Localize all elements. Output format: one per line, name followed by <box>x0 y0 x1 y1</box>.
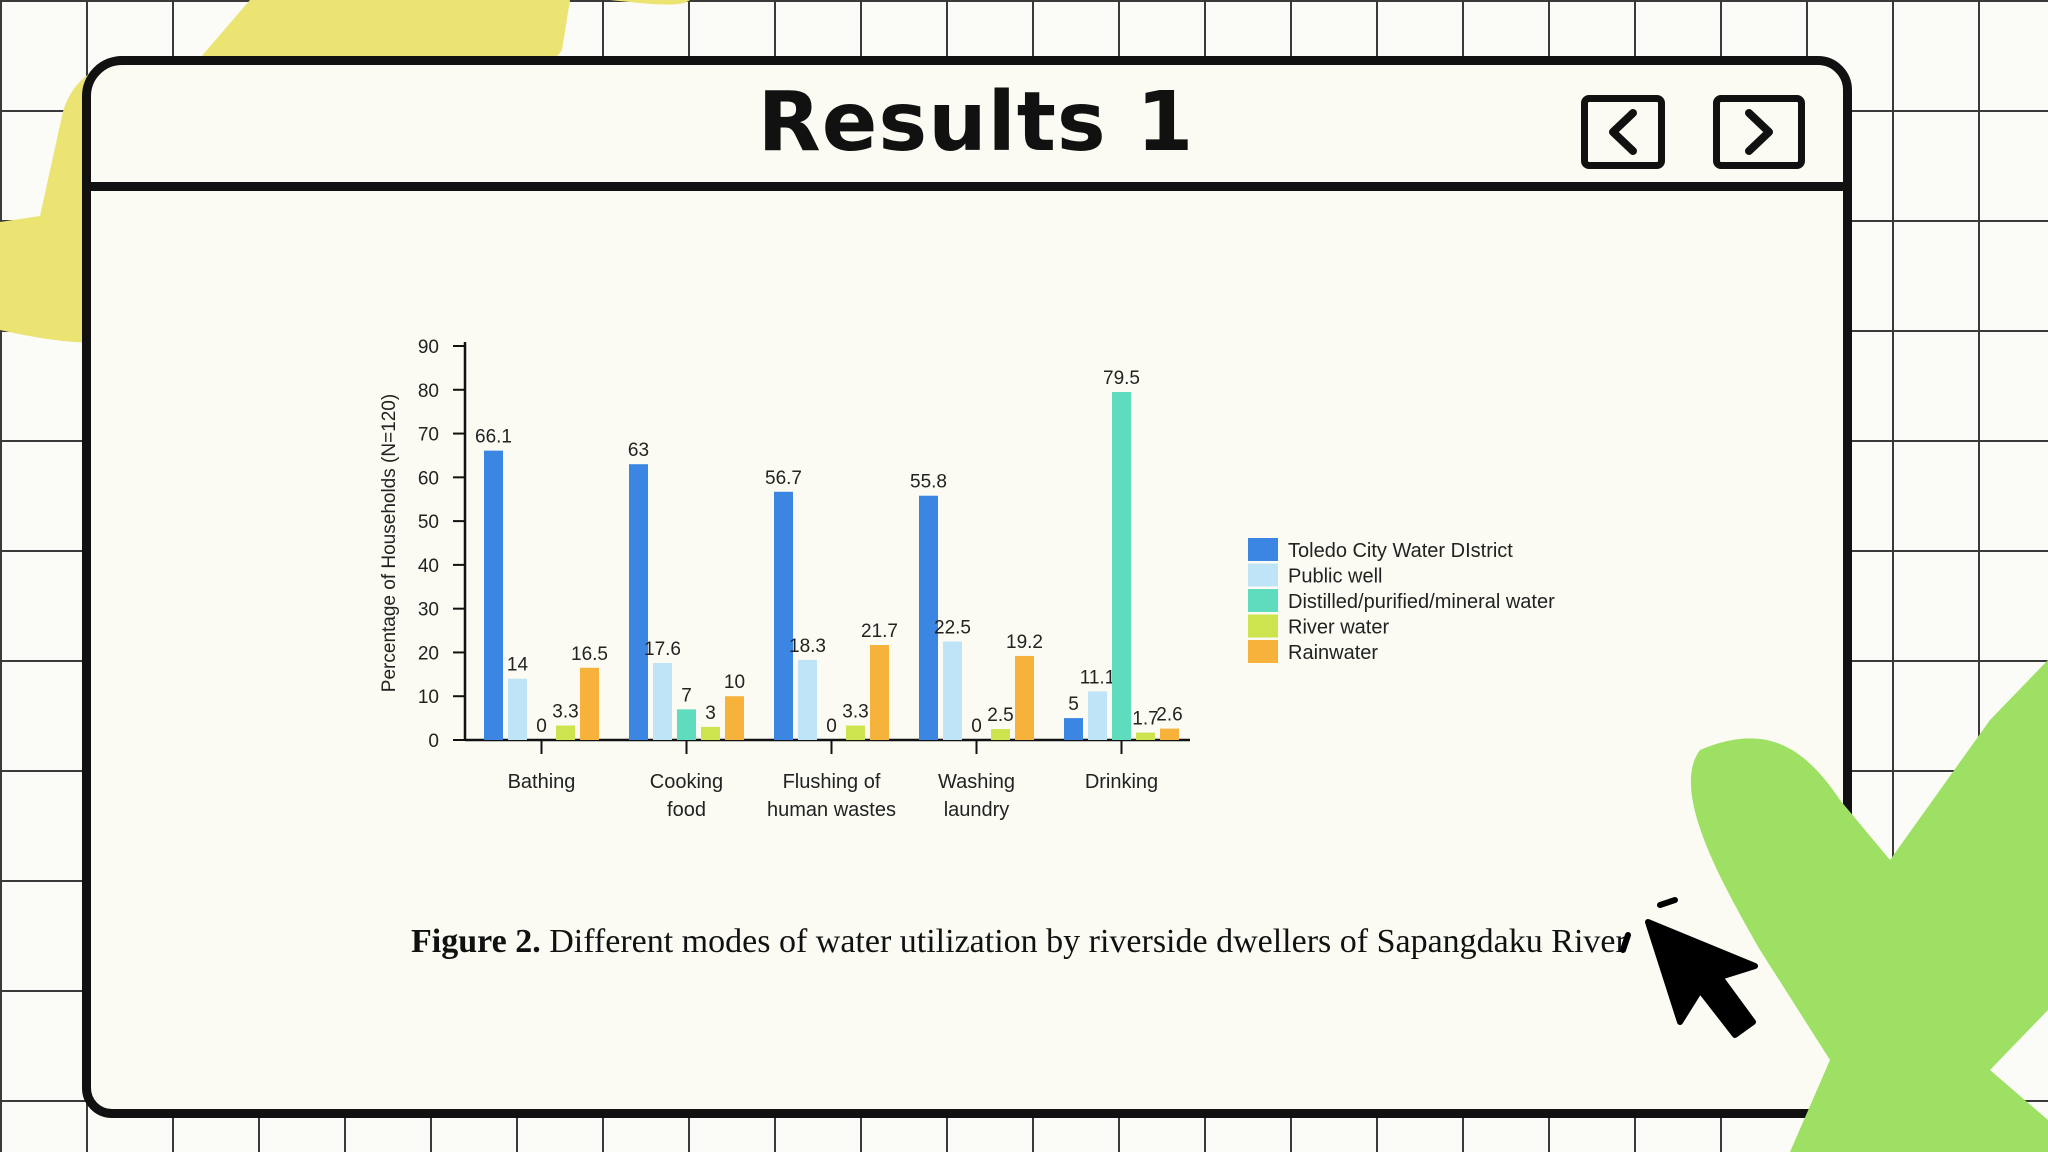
data-label: 2.6 <box>1156 705 1182 726</box>
legend-swatch <box>1248 563 1278 587</box>
y-tick-label: 90 <box>418 337 439 358</box>
y-tick-label: 0 <box>428 731 439 752</box>
bar <box>1064 718 1083 740</box>
x-tick-label: laundry <box>944 799 1010 821</box>
previous-button[interactable] <box>1581 95 1665 169</box>
legend-label: Public well <box>1288 566 1382 588</box>
chevron-left-icon <box>1609 109 1637 155</box>
x-tick-label: Flushing of <box>783 771 881 793</box>
y-axis-title: Percentage of Households (N=120) <box>379 394 400 692</box>
bar <box>653 662 672 740</box>
legend-swatch <box>1248 538 1278 561</box>
bar <box>1015 655 1034 740</box>
data-label: 10 <box>724 672 745 693</box>
y-tick-label: 40 <box>418 556 439 577</box>
bar <box>846 725 865 740</box>
bar <box>701 726 720 740</box>
legend-swatch <box>1248 614 1278 638</box>
y-tick-label: 70 <box>418 425 439 446</box>
y-tick-label: 50 <box>418 512 439 533</box>
chevron-right-icon <box>1745 109 1773 155</box>
bar <box>580 667 599 740</box>
bar <box>774 491 793 740</box>
data-label: 66.1 <box>475 427 512 448</box>
x-tick-label: Washing <box>938 771 1015 793</box>
legend-label: Toledo City Water DIstrict <box>1288 540 1513 562</box>
data-label: 1.7 <box>1132 709 1158 730</box>
page-title: Results 1 <box>757 75 1195 170</box>
bar <box>798 659 817 740</box>
data-label: 11.1 <box>1080 667 1116 688</box>
x-tick-label: food <box>667 799 706 821</box>
data-label: 56.7 <box>765 468 802 489</box>
x-tick-label: human wastes <box>767 799 896 821</box>
data-label: 5 <box>1068 694 1079 715</box>
data-label: 3 <box>705 703 716 724</box>
data-label: 18.3 <box>789 636 826 657</box>
data-label: 7 <box>681 685 692 706</box>
data-label: 2.5 <box>987 705 1013 726</box>
data-label: 14 <box>507 655 529 676</box>
x-tick-label: Bathing <box>508 771 576 793</box>
data-label: 55.8 <box>910 472 947 493</box>
bar <box>1088 691 1107 740</box>
y-tick-label: 20 <box>418 643 439 664</box>
data-label: 22.5 <box>934 618 971 639</box>
legend-label: Distilled/purified/mineral water <box>1288 591 1555 613</box>
bar <box>508 678 527 740</box>
bar <box>1136 732 1155 740</box>
legend-swatch <box>1248 589 1278 612</box>
bar <box>629 464 648 740</box>
bar <box>870 645 889 740</box>
data-label: 3.3 <box>842 702 868 723</box>
legend-swatch <box>1248 640 1278 663</box>
bar <box>725 696 744 740</box>
data-label: 21.7 <box>861 621 898 642</box>
bar <box>991 729 1010 740</box>
x-tick-label: Drinking <box>1085 771 1158 793</box>
figure-caption: Figure 2. Different modes of water utili… <box>411 923 1691 961</box>
data-label: 0 <box>826 716 837 737</box>
bar <box>677 709 696 740</box>
bar <box>556 725 575 740</box>
data-label: 19.2 <box>1006 632 1043 653</box>
next-button[interactable] <box>1713 95 1805 169</box>
bar <box>919 495 938 740</box>
bar <box>943 641 962 740</box>
y-tick-label: 80 <box>418 381 439 402</box>
bar <box>1112 391 1131 740</box>
y-tick-label: 30 <box>418 600 439 621</box>
figure-caption-label: Figure 2. <box>411 923 541 960</box>
x-tick-label: Cooking <box>650 771 723 793</box>
legend-label: River water <box>1288 617 1389 639</box>
bar <box>484 450 503 740</box>
data-label: 3.3 <box>552 702 578 723</box>
data-label: 0 <box>971 716 982 737</box>
data-label: 17.6 <box>644 639 681 660</box>
y-tick-label: 60 <box>418 468 439 489</box>
data-label: 16.5 <box>571 644 608 665</box>
y-tick-label: 10 <box>418 687 439 708</box>
data-label: 79.5 <box>1103 368 1140 389</box>
legend-label: Rainwater <box>1288 642 1378 664</box>
title-bar: Results 1 <box>91 65 1843 191</box>
data-label: 0 <box>536 716 547 737</box>
app-window: Results 1 Figure 2. Different modes of w… <box>82 56 1852 1118</box>
data-label: 63 <box>628 440 649 461</box>
bar <box>1160 728 1179 740</box>
figure-caption-text: Different modes of water utilization by … <box>549 923 1627 960</box>
